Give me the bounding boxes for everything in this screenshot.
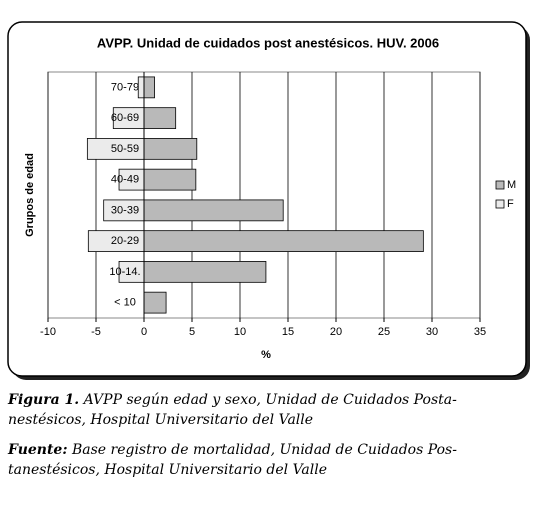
caption-line: AVPP según edad y sexo, Unidad de Cuidad…: [83, 392, 457, 408]
category-label: 50-59: [111, 143, 139, 155]
x-tick-label: -10: [40, 326, 56, 338]
x-tick-label: -5: [91, 326, 101, 338]
bar: [143, 76, 155, 99]
chart-title: AVPP. Unidad de cuidados post anestésico…: [97, 35, 439, 50]
legend-swatch: [495, 199, 505, 209]
x-tick-label: 15: [282, 326, 294, 338]
category-label: 40-49: [111, 174, 139, 186]
legend-label: F: [507, 198, 514, 210]
y-axis-label: Grupos de edad: [24, 153, 36, 237]
category-label: < 10: [114, 297, 136, 309]
x-tick-label: 35: [474, 326, 486, 338]
x-tick-label: 30: [426, 326, 438, 338]
source-line: tanestésicos, Hospital Universitario del…: [8, 462, 327, 478]
bar: [143, 291, 167, 314]
category-label: 20-29: [111, 235, 139, 247]
caption-label: Figura 1.: [8, 392, 80, 408]
x-tick-label: 5: [189, 326, 195, 338]
category-label: 60-69: [111, 112, 139, 124]
x-tick-label: 20: [330, 326, 342, 338]
category-label: 10-14.: [109, 266, 140, 278]
bar: [143, 261, 267, 283]
bar: [143, 168, 197, 191]
x-tick-label: 0: [141, 326, 147, 338]
caption-line: nestésicos, Hospital Universitario del V…: [8, 412, 314, 428]
bar: [143, 199, 284, 222]
x-tick-label: 10: [234, 326, 246, 338]
source-note: Fuente: Base registro de mortalidad, Uni…: [8, 440, 538, 480]
x-axis-label: %: [261, 349, 271, 361]
legend-label: M: [507, 179, 516, 191]
bar: [137, 76, 145, 99]
legend-swatch: [495, 180, 505, 190]
x-tick-label: 25: [378, 326, 390, 338]
source-label: Fuente:: [8, 442, 68, 458]
source-line: Base registro de mortalidad, Unidad de C…: [71, 442, 457, 458]
bar: [143, 230, 424, 252]
figure-caption: Figura 1. AVPP según edad y sexo, Unidad…: [8, 390, 538, 430]
category-label: 70-79: [111, 81, 139, 93]
category-label: 30-39: [111, 204, 139, 216]
chart: AVPP. Unidad de cuidados post anestésico…: [7, 21, 530, 380]
bar: [143, 138, 198, 160]
bar: [143, 107, 177, 129]
